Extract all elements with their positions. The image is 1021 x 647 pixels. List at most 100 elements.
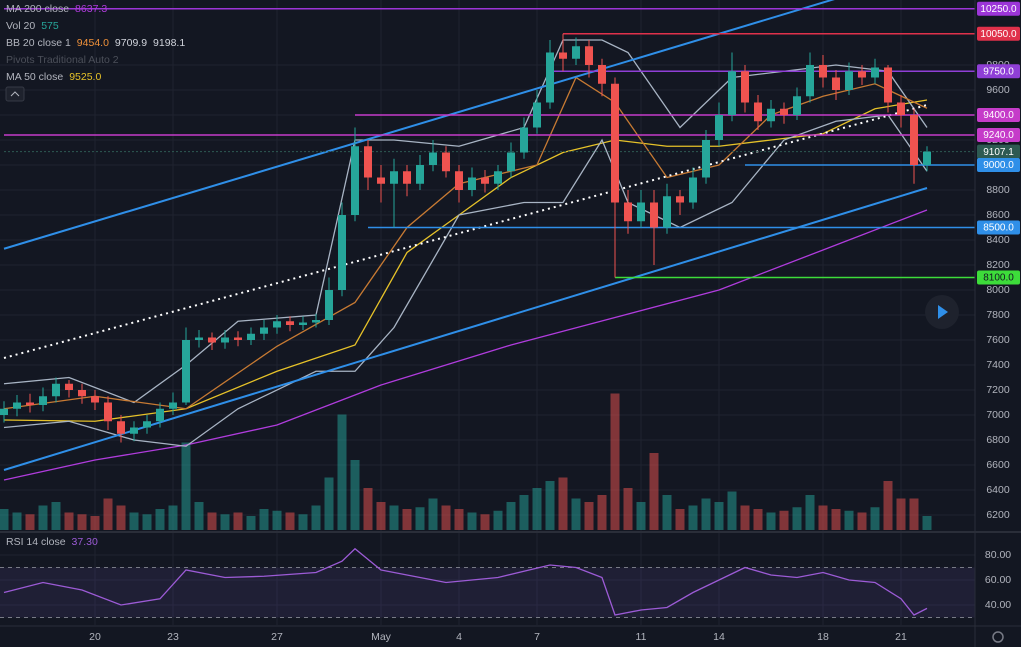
volume-bar [558, 477, 568, 530]
volume-bar [441, 505, 451, 530]
volume-bar [597, 495, 607, 530]
y-tick-label: 8800 [986, 184, 1010, 196]
volume-bar [25, 514, 35, 530]
candle-body [221, 337, 229, 343]
volume-bar [532, 488, 542, 530]
candle-body [169, 402, 177, 409]
candle-body [741, 71, 749, 103]
price-badge-label: 9000.0 [983, 160, 1014, 171]
price-badge [977, 64, 1020, 79]
rsi-band [0, 567, 975, 618]
legend-label: RSI 14 close [6, 536, 66, 548]
volume-bar [909, 498, 919, 530]
volume-bar [779, 510, 789, 530]
candle-body [143, 421, 151, 428]
candle-body [715, 115, 723, 140]
price-badge-label: 9750.0 [983, 66, 1014, 77]
candle-body [546, 52, 554, 103]
y-tick-label: 6400 [986, 484, 1010, 496]
price-badge [977, 26, 1020, 41]
volume-bar [792, 507, 802, 530]
volume-bar [181, 442, 191, 530]
candle-body [624, 202, 632, 222]
candle-body [286, 321, 294, 325]
candle-body [390, 171, 398, 184]
candle-body [845, 71, 853, 90]
volume-bar [753, 509, 763, 530]
legend-entry: MA 50 close 9525.0 [6, 71, 101, 83]
play-icon [938, 305, 948, 319]
candle-body [117, 421, 125, 434]
candle-body [793, 96, 801, 115]
candle-body [832, 77, 840, 90]
candle-body [182, 340, 190, 403]
x-tick-label: 11 [636, 631, 647, 643]
legend-value: 575 [41, 20, 59, 32]
candle-body [780, 108, 788, 115]
candle-body [650, 202, 658, 228]
legend-value: 9454.0 [77, 37, 109, 49]
volume-bar [831, 509, 841, 530]
candle-body [377, 177, 385, 184]
candle-body [676, 196, 684, 203]
volume-bar [12, 512, 22, 530]
volume-bar [233, 512, 243, 530]
volume-bar [259, 509, 269, 530]
trend-line [3, 0, 835, 250]
candle-body [702, 140, 710, 178]
y-tick-label: 7600 [986, 334, 1010, 346]
legend-label: MA 200 close [6, 3, 69, 15]
main-pane [0, 0, 975, 530]
candle-body [728, 71, 736, 115]
candle-body [871, 67, 879, 78]
x-tick-label: May [371, 631, 392, 643]
volume-bar [649, 453, 659, 530]
y-tick-label: 7800 [986, 309, 1010, 321]
legend-label: BB 20 close 1 [6, 37, 71, 49]
legend-value: 9525.0 [69, 71, 101, 83]
volume-bar [311, 505, 321, 530]
candle-body [637, 202, 645, 222]
volume-bar [103, 498, 113, 530]
volume-bar [623, 488, 633, 530]
volume-bar [467, 512, 477, 530]
candle-body [65, 383, 73, 390]
candle-body [195, 337, 203, 340]
volume-bar [298, 514, 308, 530]
candle-body [247, 333, 255, 340]
volume-bar [805, 495, 815, 530]
candle-body [0, 408, 8, 415]
volume-bar [688, 505, 698, 530]
settings-icon[interactable] [992, 631, 1004, 643]
volume-bar [90, 516, 100, 530]
legend-entry: MA 200 close 8637.3 [6, 3, 107, 15]
candle-body [585, 46, 593, 65]
candle-body [104, 402, 112, 422]
rsi-tick-label: 80.00 [985, 549, 1011, 561]
volume-bar [519, 495, 529, 530]
volume-bar [272, 510, 282, 530]
volume-bar [818, 505, 828, 530]
volume-bar [571, 498, 581, 530]
price-badge [977, 128, 1020, 142]
volume-bar [402, 509, 412, 530]
indicator-line [3, 114, 928, 447]
legend-entry: Vol 20 575 [6, 20, 59, 32]
legend-value: 9709.9 [115, 37, 147, 49]
volume-bar [610, 393, 620, 530]
volume-bar [246, 516, 256, 530]
y-tick-label: 9600 [986, 84, 1010, 96]
candle-body [663, 196, 671, 228]
candle-body [91, 396, 99, 403]
legend-entry: BB 20 close 1 9454.0 9709.9 9198.1 [6, 37, 185, 49]
x-tick-label: 23 [167, 631, 179, 643]
x-tick-label: 7 [534, 631, 540, 643]
price-badge [977, 144, 1020, 159]
collapse-button[interactable] [5, 86, 25, 102]
candle-body [130, 427, 138, 434]
price-badge-label: 9400.0 [983, 110, 1014, 121]
candle-body [156, 408, 164, 422]
candle-body [442, 152, 450, 172]
y-tick-label: 7000 [986, 409, 1010, 421]
price-badge [977, 220, 1020, 235]
